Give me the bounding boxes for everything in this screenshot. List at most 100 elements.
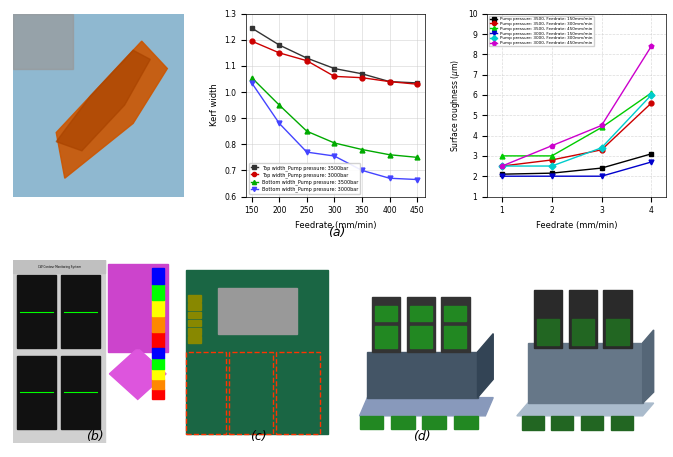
Bar [423, 416, 446, 429]
Pump pressure: 3000, Feedrate: 300mm/min: (4, 6): 3000, Feedrate: 300mm/min: (4, 6) [647, 92, 656, 98]
Pump pressure: 3500, Feedrate: 450mm/min: (3, 4.4): 3500, Feedrate: 450mm/min: (3, 4.4) [598, 125, 606, 130]
Text: CW Contour Monitoring System: CW Contour Monitoring System [38, 265, 81, 269]
Bar [569, 290, 597, 348]
Bottom width_Pump pressure: 3500bar: (250, 0.85): 3500bar: (250, 0.85) [303, 128, 311, 134]
Bar [61, 356, 100, 429]
Top width_Pump pressure: 3500bar: (450, 1.03): 3500bar: (450, 1.03) [413, 80, 421, 85]
Text: Acceleration
sensor
module: Acceleration sensor module [289, 441, 308, 455]
Bar [152, 316, 164, 332]
Legend: Top width_Pump pressure: 3500bar, Top width_Pump pressure: 3000bar, Bottom width: Top width_Pump pressure: 3500bar, Top wi… [248, 163, 360, 194]
Pump pressure: 3000, Feedrate: 450mm/min: (4, 8.4): 3000, Feedrate: 450mm/min: (4, 8.4) [647, 43, 656, 49]
Bar [611, 416, 633, 430]
Bar [606, 319, 629, 345]
Pump pressure: 3500, Feedrate: 450mm/min: (1, 3): 3500, Feedrate: 450mm/min: (1, 3) [498, 153, 506, 159]
Line: Pump pressure: 3500, Feedrate: 300mm/min: Pump pressure: 3500, Feedrate: 300mm/min [499, 101, 653, 169]
Polygon shape [57, 50, 150, 151]
Bar [376, 306, 397, 321]
Line: Bottom width_Pump pressure: 3500bar: Bottom width_Pump pressure: 3500bar [249, 75, 419, 160]
X-axis label: Feedrate (mm/min): Feedrate (mm/min) [536, 221, 617, 230]
Bottom width_Pump pressure: 3000bar: (450, 0.665): 3000bar: (450, 0.665) [413, 177, 421, 182]
Pump pressure: 3000, Feedrate: 150mm/min: (1, 2): 3000, Feedrate: 150mm/min: (1, 2) [498, 174, 506, 179]
Bar [406, 297, 435, 352]
Pump pressure: 3500, Feedrate: 150mm/min: (2, 2.15): 3500, Feedrate: 150mm/min: (2, 2.15) [548, 170, 556, 176]
Bottom width_Pump pressure: 3000bar: (250, 0.77): 3000bar: (250, 0.77) [303, 149, 311, 155]
Polygon shape [367, 352, 478, 398]
Polygon shape [528, 343, 643, 403]
Pump pressure: 3000, Feedrate: 300mm/min: (1, 2.5): 3000, Feedrate: 300mm/min: (1, 2.5) [498, 163, 506, 169]
Bottom width_Pump pressure: 3000bar: (200, 0.88): 3000bar: (200, 0.88) [275, 121, 283, 126]
Top width_Pump pressure: 3500bar: (400, 1.04): 3500bar: (400, 1.04) [386, 79, 394, 85]
Text: (b): (b) [86, 430, 104, 443]
Bar [152, 300, 164, 316]
Bar [111, 268, 149, 348]
Y-axis label: Surface roughness ($\mu$m): Surface roughness ($\mu$m) [449, 58, 462, 152]
Top width_Pump pressure: 3000bar: (450, 1.03): 3000bar: (450, 1.03) [413, 81, 421, 87]
Bar [410, 306, 432, 321]
Bottom width_Pump pressure: 3500bar: (400, 0.76): 3500bar: (400, 0.76) [386, 152, 394, 158]
Bar [454, 416, 478, 429]
Pump pressure: 3500, Feedrate: 300mm/min: (1, 2.5): 3500, Feedrate: 300mm/min: (1, 2.5) [498, 163, 506, 169]
Bar [276, 352, 320, 434]
Bar [229, 352, 273, 434]
Pump pressure: 3500, Feedrate: 150mm/min: (3, 2.4): 3500, Feedrate: 150mm/min: (3, 2.4) [598, 165, 606, 171]
Top width_Pump pressure: 3000bar: (300, 1.06): 3000bar: (300, 1.06) [330, 74, 339, 79]
Bar [604, 290, 632, 348]
Bar [186, 352, 226, 434]
Bottom width_Pump pressure: 3500bar: (300, 0.805): 3500bar: (300, 0.805) [330, 140, 339, 146]
Bar [444, 326, 466, 348]
Pump pressure: 3500, Feedrate: 450mm/min: (2, 3): 3500, Feedrate: 450mm/min: (2, 3) [548, 153, 556, 159]
Bar [359, 416, 383, 429]
Bar [534, 290, 563, 348]
Text: (d): (d) [413, 430, 430, 443]
Line: Top width_Pump pressure: 3500bar: Top width_Pump pressure: 3500bar [249, 26, 419, 85]
Pump pressure: 3000, Feedrate: 300mm/min: (2, 2.5): 3000, Feedrate: 300mm/min: (2, 2.5) [548, 163, 556, 169]
Bar [152, 358, 164, 369]
Polygon shape [478, 334, 493, 398]
Bar [17, 356, 56, 429]
Bar [188, 295, 201, 302]
Legend: Pump pressure: 3500, Feedrate: 150mm/min, Pump pressure: 3500, Feedrate: 300mm/m: Pump pressure: 3500, Feedrate: 150mm/min… [489, 16, 594, 47]
Text: Current
sensor
module: Current sensor module [246, 441, 256, 455]
Bar [152, 268, 164, 284]
Bar [152, 379, 164, 389]
Bar [572, 319, 594, 345]
Pump pressure: 3000, Feedrate: 150mm/min: (2, 2): 3000, Feedrate: 150mm/min: (2, 2) [548, 174, 556, 179]
Polygon shape [517, 403, 653, 416]
Bar [188, 320, 201, 326]
Bar [17, 275, 56, 348]
Line: Pump pressure: 3500, Feedrate: 450mm/min: Pump pressure: 3500, Feedrate: 450mm/min [499, 90, 653, 158]
Pump pressure: 3500, Feedrate: 300mm/min: (2, 2.8): 3500, Feedrate: 300mm/min: (2, 2.8) [548, 157, 556, 163]
Top width_Pump pressure: 3500bar: (250, 1.13): 3500bar: (250, 1.13) [303, 55, 311, 61]
Line: Pump pressure: 3000, Feedrate: 150mm/min: Pump pressure: 3000, Feedrate: 150mm/min [499, 159, 653, 179]
Bar [581, 416, 604, 430]
Top width_Pump pressure: 3000bar: (200, 1.15): 3000bar: (200, 1.15) [275, 50, 283, 56]
X-axis label: Feedrate (mm/min): Feedrate (mm/min) [295, 221, 376, 230]
Line: Top width_Pump pressure: 3000bar: Top width_Pump pressure: 3000bar [249, 39, 419, 87]
Top width_Pump pressure: 3500bar: (350, 1.07): 3500bar: (350, 1.07) [358, 71, 366, 76]
Bar [13, 260, 105, 273]
Top width_Pump pressure: 3000bar: (400, 1.04): 3000bar: (400, 1.04) [386, 79, 394, 85]
Pump pressure: 3000, Feedrate: 450mm/min: (2, 3.5): 3000, Feedrate: 450mm/min: (2, 3.5) [548, 143, 556, 149]
Polygon shape [359, 398, 493, 416]
Bottom width_Pump pressure: 3000bar: (350, 0.7): 3000bar: (350, 0.7) [358, 168, 366, 173]
Pump pressure: 3500, Feedrate: 150mm/min: (1, 2.1): 3500, Feedrate: 150mm/min: (1, 2.1) [498, 171, 506, 177]
Bottom width_Pump pressure: 3500bar: (150, 1.05): 3500bar: (150, 1.05) [248, 75, 256, 80]
Bottom width_Pump pressure: 3500bar: (350, 0.78): 3500bar: (350, 0.78) [358, 147, 366, 152]
Bottom width_Pump pressure: 3000bar: (300, 0.755): 3000bar: (300, 0.755) [330, 153, 339, 159]
Polygon shape [643, 330, 653, 403]
Bar [410, 326, 432, 348]
Line: Pump pressure: 3500, Feedrate: 150mm/min: Pump pressure: 3500, Feedrate: 150mm/min [499, 151, 653, 176]
Bottom width_Pump pressure: 3000bar: (150, 1.03): 3000bar: (150, 1.03) [248, 80, 256, 85]
Line: Bottom width_Pump pressure: 3000bar: Bottom width_Pump pressure: 3000bar [249, 80, 419, 182]
Bar [218, 288, 297, 334]
Bottom width_Pump pressure: 3000bar: (400, 0.67): 3000bar: (400, 0.67) [386, 175, 394, 181]
Bar [152, 348, 164, 358]
Top width_Pump pressure: 3500bar: (300, 1.09): 3500bar: (300, 1.09) [330, 66, 339, 71]
Bar [441, 297, 470, 352]
Bar [188, 312, 201, 318]
Pump pressure: 3000, Feedrate: 450mm/min: (3, 4.5): 3000, Feedrate: 450mm/min: (3, 4.5) [598, 122, 606, 128]
Top width_Pump pressure: 3000bar: (150, 1.2): 3000bar: (150, 1.2) [248, 38, 256, 44]
Bar [551, 416, 573, 430]
Bar [152, 389, 164, 399]
Line: Pump pressure: 3000, Feedrate: 300mm/min: Pump pressure: 3000, Feedrate: 300mm/min [499, 92, 653, 169]
